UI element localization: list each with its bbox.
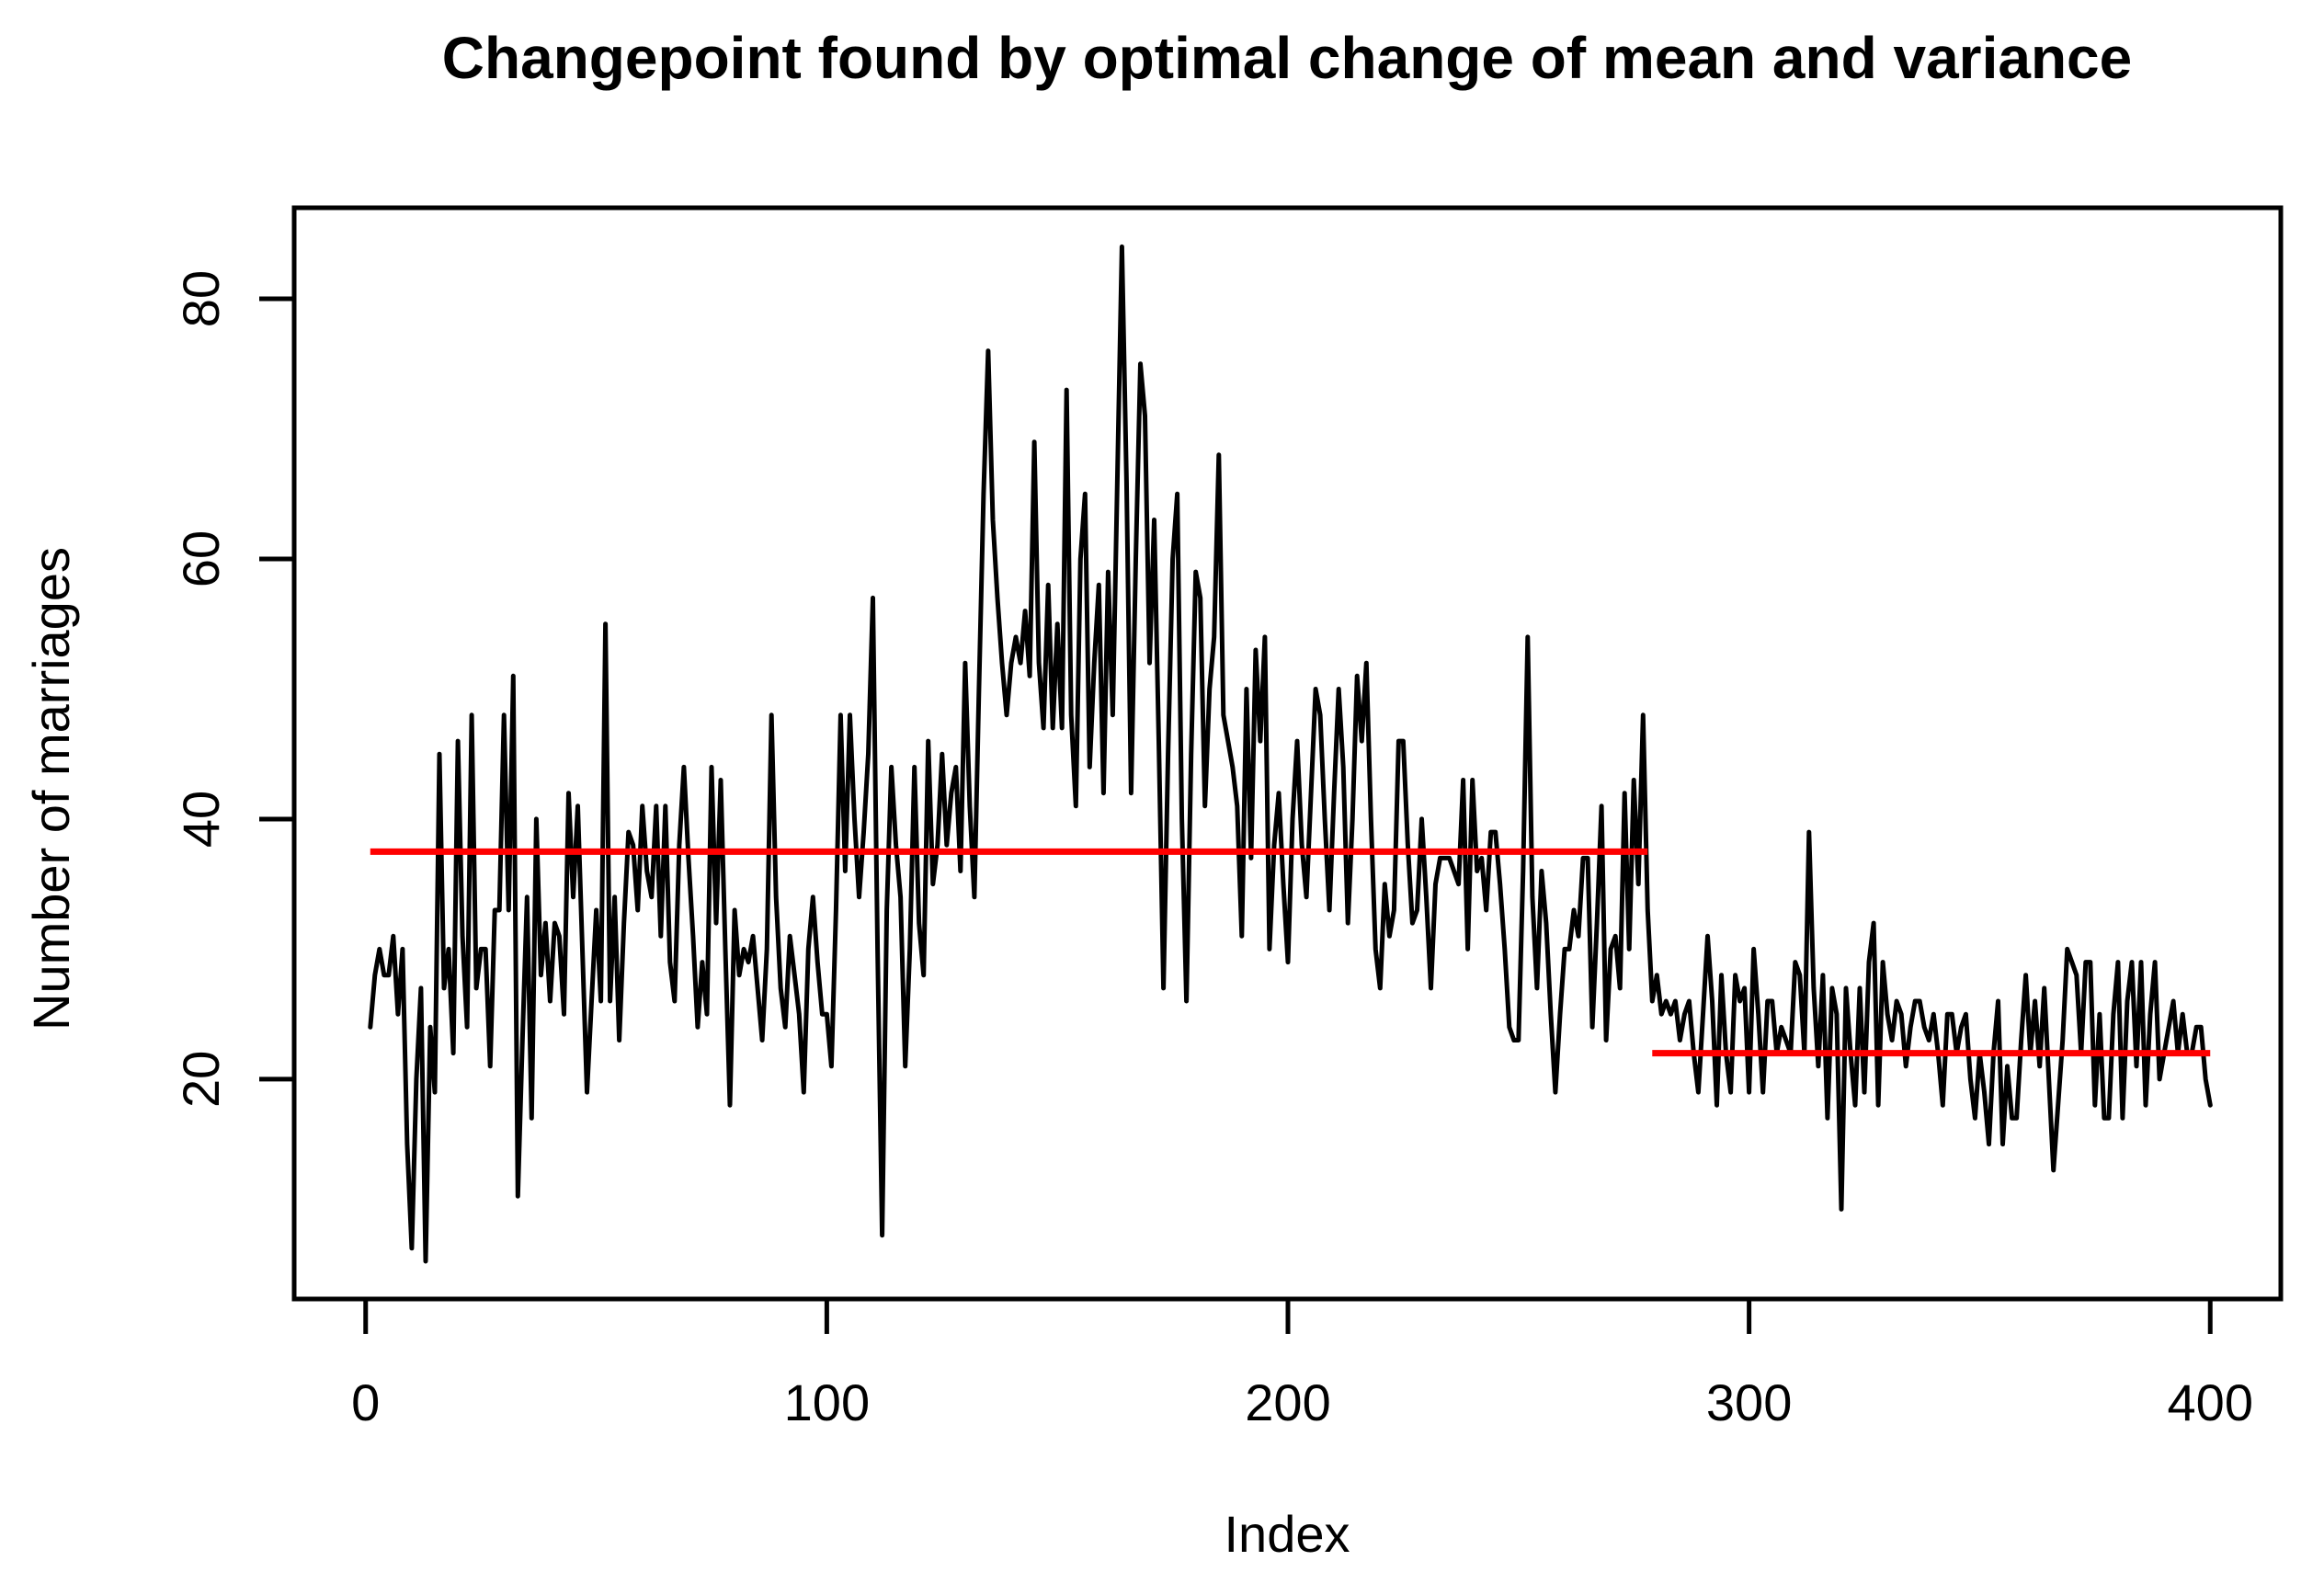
x-axis-label: Index — [1225, 1505, 1350, 1563]
data-series-line — [368, 244, 2213, 1264]
y-tick-label: 40 — [172, 791, 230, 848]
x-tick-label: 100 — [784, 1373, 870, 1431]
x-axis-ticks: 0 100 200 300 400 — [351, 1299, 2253, 1431]
y-tick-label: 60 — [172, 530, 230, 587]
y-axis-ticks: 20 40 60 80 — [172, 270, 294, 1108]
x-tick-label: 300 — [1706, 1373, 1792, 1431]
changepoint-mean-segments — [370, 848, 2211, 1057]
x-tick-label: 400 — [2168, 1373, 2253, 1431]
x-tick-label: 200 — [1245, 1373, 1330, 1431]
x-tick-label: 0 — [351, 1373, 380, 1431]
y-tick-label: 80 — [172, 270, 230, 327]
plot-frame — [291, 205, 2284, 1302]
y-axis-label: Number of marriages — [22, 547, 80, 1031]
chart-title: Changepoint found by optimal change of m… — [442, 25, 2132, 91]
y-tick-label: 20 — [172, 1051, 230, 1108]
